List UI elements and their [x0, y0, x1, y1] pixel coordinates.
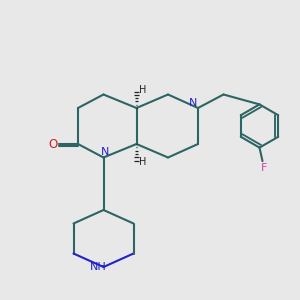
- Text: N: N: [188, 98, 197, 109]
- Text: N: N: [101, 147, 109, 157]
- Text: O: O: [48, 137, 57, 151]
- Text: F: F: [261, 163, 267, 173]
- Text: H: H: [140, 85, 147, 95]
- Text: H: H: [140, 157, 147, 167]
- Text: NH: NH: [90, 262, 106, 272]
